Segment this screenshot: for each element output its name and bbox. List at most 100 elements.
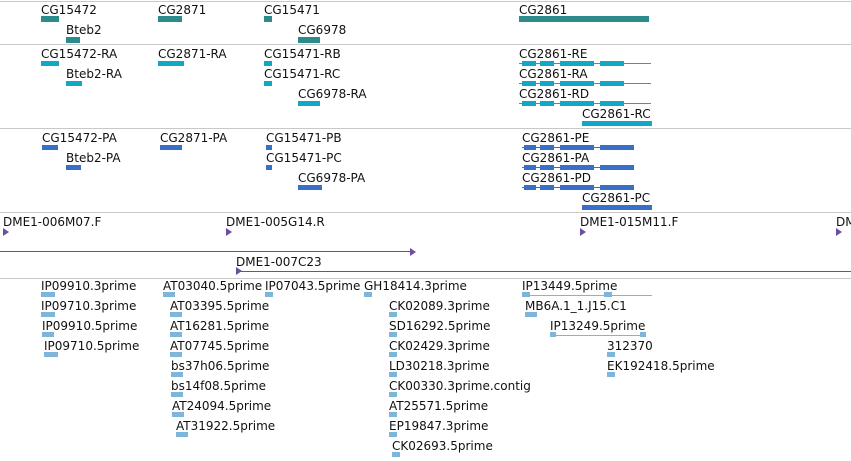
- exon[interactable]: [600, 165, 634, 170]
- protein-label[interactable]: CG2861-PE: [522, 131, 590, 145]
- transcript-feature[interactable]: [582, 121, 652, 126]
- est-feature[interactable]: [389, 312, 397, 317]
- protein-feature[interactable]: [582, 205, 652, 210]
- exon[interactable]: [600, 185, 634, 190]
- est-feature[interactable]: [640, 332, 646, 337]
- exon[interactable]: [560, 101, 594, 106]
- est-label[interactable]: IP09910.5prime: [42, 319, 138, 333]
- protein-feature[interactable]: [266, 145, 272, 150]
- protein-label[interactable]: CG15472-PA: [42, 131, 117, 145]
- protein-label[interactable]: CG2861-PA: [522, 151, 590, 165]
- bac-clone-span[interactable]: [236, 271, 851, 272]
- bac-end-marker[interactable]: [3, 228, 9, 236]
- exon[interactable]: [540, 165, 554, 170]
- exon[interactable]: [560, 61, 594, 66]
- gene-label[interactable]: CG15472: [41, 3, 97, 17]
- gene-feature[interactable]: [298, 37, 320, 43]
- est-label[interactable]: EK192418.5prime: [607, 359, 715, 373]
- est-label[interactable]: IP09710.3prime: [41, 299, 137, 313]
- bac-label[interactable]: DME1-007C23: [236, 255, 322, 269]
- protein-label[interactable]: CG2861-PC: [582, 191, 651, 205]
- exon[interactable]: [600, 81, 624, 86]
- est-feature[interactable]: [42, 332, 54, 337]
- est-feature[interactable]: [44, 352, 58, 357]
- transcript-feature[interactable]: [66, 81, 82, 86]
- est-feature[interactable]: [170, 332, 182, 337]
- est-feature[interactable]: [41, 292, 55, 297]
- est-feature[interactable]: [550, 332, 556, 337]
- est-feature[interactable]: [172, 412, 184, 417]
- exon[interactable]: [560, 165, 594, 170]
- est-feature[interactable]: [170, 312, 182, 317]
- est-feature[interactable]: [389, 412, 397, 417]
- est-label[interactable]: AT03395.5prime: [170, 299, 270, 313]
- protein-feature[interactable]: [160, 145, 182, 150]
- gene-label[interactable]: Bteb2: [66, 23, 102, 37]
- est-feature[interactable]: [389, 332, 397, 337]
- est-feature[interactable]: [392, 452, 400, 457]
- protein-feature[interactable]: [42, 145, 58, 150]
- est-label[interactable]: IP07043.5prime: [265, 279, 361, 293]
- protein-label[interactable]: CG6978-PA: [298, 171, 366, 185]
- est-label[interactable]: IP09710.5prime: [44, 339, 140, 353]
- est-label[interactable]: LD30218.3prime: [389, 359, 490, 373]
- exon[interactable]: [540, 145, 554, 150]
- est-feature[interactable]: [607, 372, 615, 377]
- est-feature[interactable]: [389, 432, 397, 437]
- est-label[interactable]: bs14f08.5prime: [171, 379, 267, 393]
- exon[interactable]: [540, 81, 554, 86]
- transcript-label[interactable]: CG6978-RA: [298, 87, 367, 101]
- exon[interactable]: [524, 145, 536, 150]
- exon[interactable]: [600, 145, 634, 150]
- est-feature[interactable]: [604, 292, 612, 297]
- bac-label[interactable]: DM: [836, 215, 851, 229]
- gene-label[interactable]: CG2871: [158, 3, 207, 17]
- est-feature[interactable]: [607, 352, 615, 357]
- exon[interactable]: [524, 185, 536, 190]
- transcript-label[interactable]: CG2871-RA: [158, 47, 227, 61]
- est-label[interactable]: AT07745.5prime: [170, 339, 270, 353]
- est-feature[interactable]: [389, 352, 397, 357]
- est-label[interactable]: CK02693.5prime: [392, 439, 493, 453]
- exon[interactable]: [600, 101, 624, 106]
- bac-label[interactable]: DME1-005G14.R: [226, 215, 325, 229]
- protein-label[interactable]: CG2861-PD: [522, 171, 592, 185]
- est-label[interactable]: AT16281.5prime: [170, 319, 270, 333]
- est-feature[interactable]: [170, 352, 182, 357]
- est-label[interactable]: AT31922.5prime: [176, 419, 276, 433]
- est-feature[interactable]: [364, 292, 372, 297]
- exon[interactable]: [522, 101, 536, 106]
- transcript-feature[interactable]: [41, 61, 59, 66]
- est-label[interactable]: IP13249.5prime: [550, 319, 646, 333]
- est-label[interactable]: SD16292.5prime: [389, 319, 491, 333]
- est-label[interactable]: AT24094.5prime: [172, 399, 272, 413]
- gene-feature[interactable]: [519, 16, 649, 22]
- est-feature[interactable]: [41, 312, 55, 317]
- bac-end-marker[interactable]: [836, 228, 842, 236]
- est-feature[interactable]: [522, 292, 530, 297]
- est-label[interactable]: IP09910.3prime: [41, 279, 137, 293]
- est-label[interactable]: CK00330.3prime.contig: [389, 379, 531, 393]
- exon[interactable]: [560, 185, 594, 190]
- transcript-feature[interactable]: [264, 81, 272, 86]
- gene-label[interactable]: CG2861: [519, 3, 568, 17]
- est-feature[interactable]: [176, 432, 188, 437]
- transcript-label[interactable]: CG2861-RC: [582, 107, 651, 121]
- exon[interactable]: [560, 81, 594, 86]
- transcript-feature[interactable]: [158, 61, 184, 66]
- gene-feature[interactable]: [41, 16, 59, 22]
- bac-label[interactable]: DME1-006M07.F: [3, 215, 102, 229]
- est-label[interactable]: CK02089.3prime: [389, 299, 490, 313]
- est-label[interactable]: IP13449.5prime: [522, 279, 618, 293]
- transcript-label[interactable]: CG2861-RA: [519, 67, 588, 81]
- transcript-feature[interactable]: [264, 61, 272, 66]
- bac-clone-span[interactable]: [0, 251, 412, 252]
- bac-end-marker[interactable]: [580, 228, 586, 236]
- est-label[interactable]: CK02429.3prime: [389, 339, 490, 353]
- bac-label[interactable]: DME1-015M11.F: [580, 215, 679, 229]
- exon[interactable]: [600, 61, 624, 66]
- gene-feature[interactable]: [66, 37, 80, 43]
- est-feature[interactable]: [163, 292, 175, 297]
- protein-label[interactable]: CG15471-PB: [266, 131, 342, 145]
- est-feature[interactable]: [171, 372, 183, 377]
